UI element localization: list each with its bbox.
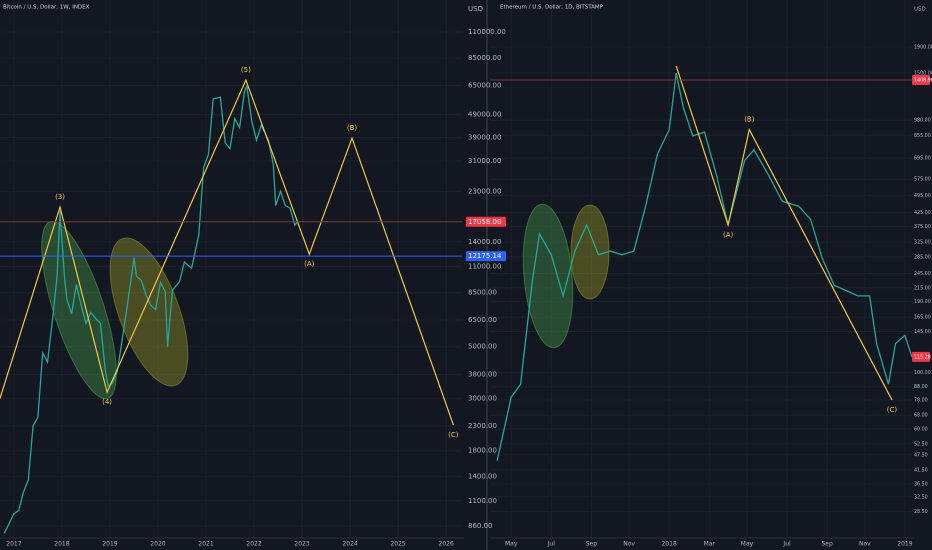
y-tick-label: 375.00 bbox=[914, 224, 931, 230]
x-tick-label: May bbox=[741, 541, 754, 548]
wave-label: (C) bbox=[448, 431, 459, 439]
price-tag-label: 115.28 bbox=[914, 354, 931, 360]
y-tick-label: 8500.00 bbox=[468, 289, 497, 297]
y-tick-label: 425.00 bbox=[914, 210, 931, 216]
y-tick-label: 110000.00 bbox=[468, 28, 506, 36]
wave-line bbox=[675, 65, 893, 401]
x-tick-label: 2019 bbox=[102, 541, 117, 548]
price-tag-label: 12175.14 bbox=[468, 252, 502, 260]
wave-label: (A) bbox=[304, 260, 315, 268]
y-tick-label: 60.00 bbox=[914, 427, 928, 433]
x-tick-label: Nov bbox=[623, 541, 635, 548]
y-tick-label: 28.50 bbox=[914, 509, 928, 515]
y-tick-label: 88.00 bbox=[914, 384, 928, 390]
y-tick-label: 41.50 bbox=[914, 467, 928, 473]
wave-label: (3) bbox=[55, 193, 65, 201]
y-tick-label: 695.00 bbox=[914, 156, 931, 162]
x-tick-label: Sep bbox=[821, 541, 833, 548]
wave-label: (A) bbox=[723, 231, 734, 239]
price-tag-label: 17058.00 bbox=[468, 218, 501, 226]
y-tick-label: 85000.00 bbox=[468, 54, 501, 62]
x-tick-label: 2025 bbox=[390, 541, 405, 548]
x-tick-label: Mar bbox=[704, 541, 716, 548]
axis-label: USD bbox=[468, 5, 483, 13]
wave-line bbox=[0, 78, 454, 426]
x-tick-label: 2022 bbox=[246, 541, 261, 548]
y-tick-label: 145.00 bbox=[914, 329, 931, 335]
y-tick-label: 5000.00 bbox=[468, 343, 497, 351]
wave-label: (B) bbox=[744, 116, 755, 124]
ellipse bbox=[522, 203, 574, 349]
y-tick-label: 165.00 bbox=[914, 315, 931, 321]
price-tag bbox=[912, 75, 930, 86]
x-tick-label: May bbox=[505, 541, 518, 548]
ellipse bbox=[109, 237, 189, 387]
wave-label: (B) bbox=[347, 124, 358, 132]
wave-label: (C) bbox=[887, 406, 898, 414]
y-tick-label: 495.00 bbox=[914, 193, 931, 199]
ellipse bbox=[570, 204, 610, 300]
x-tick-label: 2020 bbox=[150, 541, 165, 548]
y-tick-label: 49000.00 bbox=[468, 110, 501, 118]
x-tick-label: Nov bbox=[859, 541, 871, 548]
y-tick-label: 65000.00 bbox=[468, 82, 501, 90]
y-tick-label: 575.00 bbox=[914, 177, 931, 183]
x-tick-label: 2018 bbox=[662, 541, 677, 548]
chart-title: Bitcoin / U.S. Dollar, 1W, INDEX bbox=[3, 5, 90, 11]
y-tick-label: 1400.00 bbox=[468, 472, 497, 480]
x-tick-label: 2018 bbox=[54, 541, 69, 548]
y-tick-label: 39000.00 bbox=[468, 134, 501, 142]
x-tick-label: 2019 bbox=[897, 541, 912, 548]
x-tick-label: 2023 bbox=[294, 541, 309, 548]
y-tick-label: 23000.00 bbox=[468, 187, 501, 195]
x-tick-label: 2024 bbox=[342, 541, 357, 548]
y-tick-label: 1100.00 bbox=[468, 497, 497, 505]
y-tick-label: 31000.00 bbox=[468, 157, 501, 165]
price-tag-label: 1408.96 bbox=[914, 78, 932, 84]
wave-label: (4) bbox=[102, 398, 112, 406]
y-tick-label: 325.00 bbox=[914, 240, 931, 246]
price-tag bbox=[466, 216, 506, 227]
y-tick-label: 100.00 bbox=[914, 370, 931, 376]
wave-label: (5) bbox=[241, 66, 251, 74]
y-tick-label: 52.50 bbox=[914, 441, 928, 447]
y-tick-label: 1800.00 bbox=[468, 447, 497, 455]
y-tick-label: 1900.00 bbox=[914, 44, 932, 50]
price-tag bbox=[912, 351, 930, 362]
y-tick-label: 285.00 bbox=[914, 254, 931, 260]
y-tick-label: 215.00 bbox=[914, 285, 931, 291]
y-tick-label: 2300.00 bbox=[468, 422, 497, 430]
y-tick-label: 11000.00 bbox=[468, 262, 501, 270]
y-tick-label: 32.50 bbox=[914, 494, 928, 500]
y-tick-label: 6500.00 bbox=[468, 316, 497, 324]
x-tick-label: 2021 bbox=[198, 541, 213, 548]
y-tick-label: 3000.00 bbox=[468, 395, 497, 403]
axis-label: USD bbox=[914, 7, 926, 13]
y-tick-label: 47.50 bbox=[914, 452, 928, 458]
x-tick-label: 2017 bbox=[6, 541, 21, 548]
x-tick-label: Jul bbox=[782, 541, 791, 548]
price-tag bbox=[466, 251, 506, 262]
y-tick-label: 14000.00 bbox=[468, 238, 501, 246]
x-tick-label: Sep bbox=[586, 541, 598, 548]
y-tick-label: 245.00 bbox=[914, 271, 931, 277]
x-tick-label: Jul bbox=[547, 541, 556, 548]
y-tick-label: 68.00 bbox=[914, 413, 928, 419]
y-tick-label: 78.00 bbox=[914, 398, 928, 404]
y-tick-label: 190.00 bbox=[914, 299, 931, 305]
y-tick-label: 36.50 bbox=[914, 482, 928, 488]
y-tick-label: 1500.00 bbox=[914, 71, 932, 77]
chart-title: Ethereum / U.S. Dollar, 1D, BITSTAMP bbox=[500, 5, 604, 11]
y-tick-label: 3800.00 bbox=[468, 371, 497, 379]
y-tick-label: 980.00 bbox=[914, 118, 931, 124]
x-tick-label: 2026 bbox=[439, 541, 454, 548]
y-tick-label: 855.00 bbox=[914, 133, 931, 139]
y-tick-label: 860.00 bbox=[468, 522, 493, 530]
